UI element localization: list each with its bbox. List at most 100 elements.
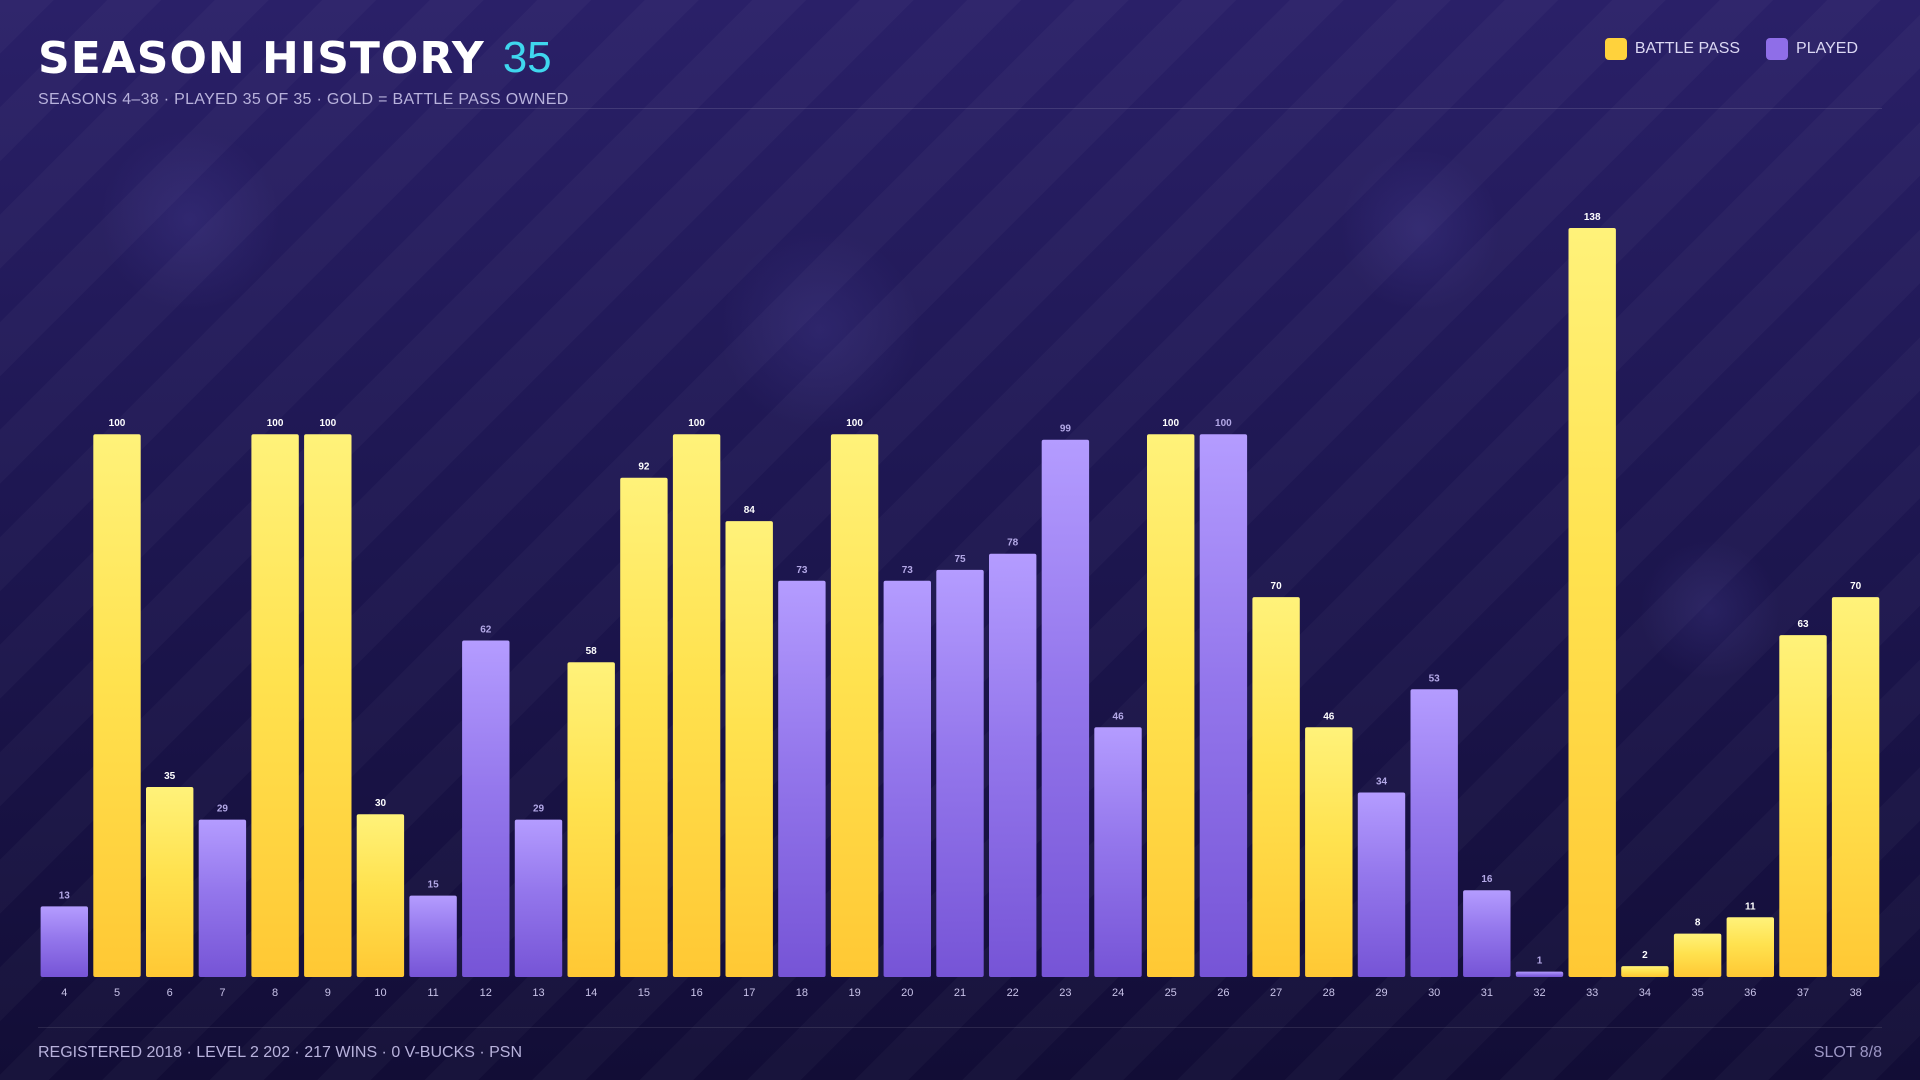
x-tick-label-22: 22: [1007, 987, 1019, 999]
season-bar-26: [1199, 434, 1248, 977]
season-bar-34: [1621, 966, 1669, 977]
bar-value-label-5: 100: [109, 418, 126, 429]
x-tick-label-21: 21: [954, 987, 966, 999]
season-bar-35: [1673, 933, 1722, 977]
x-tick-label-27: 27: [1270, 987, 1282, 999]
bar-value-label-21: 75: [954, 554, 966, 565]
season-bar-36: [1726, 917, 1774, 977]
season-bar-21: [936, 569, 984, 977]
season-bar-4: [40, 906, 88, 977]
header-divider: [446, 108, 1882, 109]
season-bar-23: [1041, 439, 1090, 977]
footer-account-info: REGISTERED 2018 · LEVEL 2 202 · 217 WINS…: [38, 1044, 523, 1061]
bar-value-label-30: 53: [1429, 673, 1441, 684]
x-tick-label-11: 11: [427, 987, 438, 999]
x-tick-label-10: 10: [374, 987, 386, 999]
x-tick-label-35: 35: [1691, 987, 1703, 999]
x-tick-label-30: 30: [1428, 987, 1440, 999]
season-bar-8: [251, 434, 299, 977]
x-tick-label-28: 28: [1323, 987, 1335, 999]
x-tick-label-18: 18: [796, 987, 808, 999]
season-bar-24: [1094, 727, 1142, 977]
season-bar-5: [93, 434, 141, 977]
bar-value-label-27: 70: [1271, 581, 1283, 592]
bar-value-label-34: 2: [1642, 950, 1648, 961]
season-bar-9: [304, 434, 352, 977]
season-bar-19: [830, 434, 879, 977]
bar-value-label-8: 100: [267, 418, 284, 429]
x-tick-label-6: 6: [167, 987, 173, 999]
x-tick-label-12: 12: [480, 987, 492, 999]
bar-value-label-6: 35: [164, 771, 176, 782]
battle-pass-swatch: [1604, 38, 1627, 60]
bar-value-label-10: 30: [375, 798, 387, 809]
footer-slot-indicator: SLOT 8/8: [1813, 1044, 1882, 1061]
legend-item-played: PLAYED: [1766, 38, 1858, 60]
x-tick-label-5: 5: [114, 987, 120, 999]
x-tick-label-14: 14: [585, 987, 597, 999]
x-tick-label-29: 29: [1375, 987, 1387, 999]
season-bar-13: [514, 819, 563, 977]
season-bar-38: [1831, 597, 1880, 977]
bar-value-label-31: 16: [1481, 874, 1493, 885]
season-bar-33: [1568, 228, 1616, 977]
x-tick-label-8: 8: [272, 987, 278, 999]
bar-value-label-14: 58: [586, 646, 598, 657]
bar-value-label-23: 99: [1060, 424, 1072, 435]
x-tick-label-19: 19: [848, 987, 860, 999]
bar-value-label-24: 46: [1113, 711, 1125, 722]
bar-value-label-35: 8: [1695, 918, 1701, 929]
season-bar-6: [146, 787, 194, 977]
bar-value-label-15: 92: [638, 462, 650, 473]
chart-legend: BATTLE PASS PLAYED: [1579, 38, 1858, 60]
x-tick-label-9: 9: [325, 987, 331, 999]
bar-value-label-20: 73: [902, 565, 914, 576]
x-tick-label-38: 38: [1850, 987, 1862, 999]
bar-value-label-36: 11: [1745, 901, 1756, 912]
season-bar-10: [356, 814, 405, 977]
season-bar-28: [1305, 727, 1353, 977]
season-bar-32: [1515, 971, 1564, 977]
season-bar-14: [567, 662, 615, 977]
footer-divider: [38, 1027, 1882, 1028]
bar-value-label-13: 29: [533, 804, 545, 815]
bar-value-label-38: 70: [1850, 581, 1862, 592]
bar-value-label-4: 13: [59, 890, 71, 901]
bar-value-label-37: 63: [1797, 619, 1809, 630]
bar-value-label-29: 34: [1376, 777, 1388, 788]
legend-item-battle-pass: BATTLE PASS: [1604, 38, 1741, 60]
bar-value-label-9: 100: [319, 418, 336, 429]
bar-value-label-12: 62: [480, 625, 492, 636]
x-tick-label-23: 23: [1059, 987, 1071, 999]
x-tick-label-4: 4: [61, 987, 67, 999]
season-bar-29: [1357, 792, 1406, 977]
x-tick-label-20: 20: [901, 987, 913, 999]
season-bar-37: [1779, 635, 1827, 977]
x-tick-label-15: 15: [638, 987, 650, 999]
x-tick-label-32: 32: [1533, 987, 1545, 999]
bar-value-label-33: 138: [1584, 212, 1601, 223]
season-bar-22: [989, 553, 1037, 977]
bar-value-label-25: 100: [1162, 418, 1179, 429]
bar-value-label-17: 84: [744, 505, 756, 516]
season-bar-17: [725, 521, 773, 977]
bar-value-label-28: 46: [1323, 711, 1335, 722]
x-tick-label-34: 34: [1639, 987, 1651, 999]
x-tick-label-33: 33: [1586, 987, 1598, 999]
x-tick-label-25: 25: [1165, 987, 1177, 999]
legend-label-battle-pass: BATTLE PASS: [1634, 40, 1741, 57]
season-bar-16: [672, 434, 721, 977]
bar-value-label-16: 100: [688, 418, 705, 429]
page-title: SEASON HISTORY: [38, 32, 485, 84]
season-bar-15: [620, 477, 668, 977]
title-row: SEASON HISTORY 35: [38, 28, 552, 88]
bar-value-label-32: 1: [1537, 956, 1543, 967]
season-bar-7: [198, 819, 247, 977]
bar-value-label-18: 73: [796, 565, 808, 576]
season-bar-chart: 1341005356297100810093010151162122913581…: [40, 212, 1880, 999]
season-bar-25: [1147, 434, 1195, 977]
bar-value-label-22: 78: [1007, 538, 1019, 549]
bar-value-label-26: 100: [1215, 418, 1232, 429]
x-tick-label-24: 24: [1112, 987, 1124, 999]
x-tick-label-17: 17: [743, 987, 755, 999]
